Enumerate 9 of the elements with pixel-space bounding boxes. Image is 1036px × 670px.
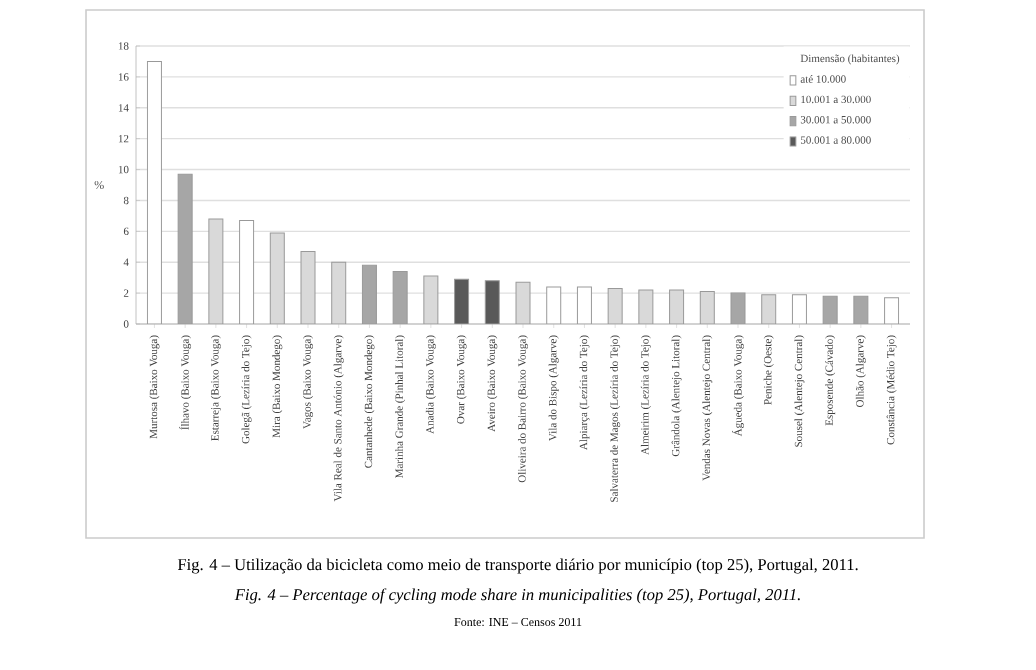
bar (576, 286, 592, 324)
bar (791, 294, 807, 324)
text: Fig. 4 – Percentage of cycling mode share in municipalities (top 25), Portugal, 2011. (234, 588, 800, 604)
bar (146, 60, 162, 324)
bar (484, 280, 500, 324)
bar (884, 297, 900, 324)
bar (546, 286, 562, 324)
text: Fig. 4 – Utilização da bicicleta como meio de transporte diário por município (top 25), Portugal, 2011. (177, 558, 858, 574)
bar (239, 220, 255, 324)
